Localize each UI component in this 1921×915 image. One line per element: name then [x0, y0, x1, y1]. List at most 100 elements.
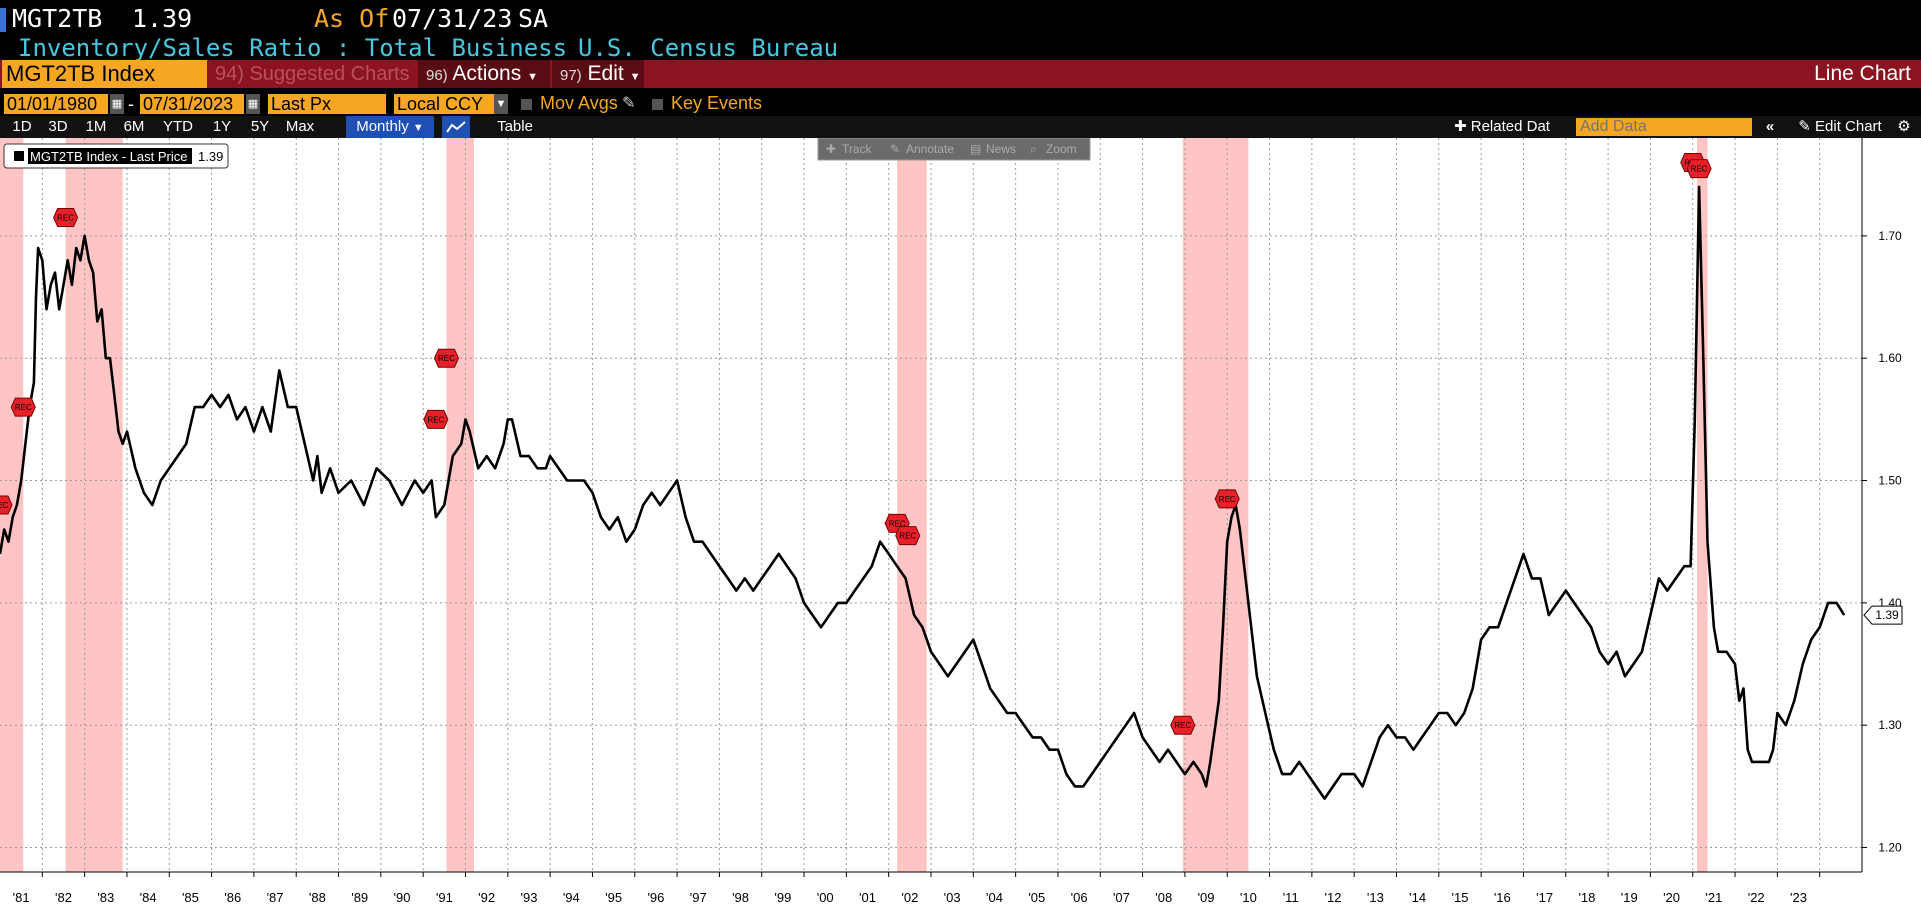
rec-marker-shape	[1686, 159, 1712, 179]
range-button-1d[interactable]: 1D	[12, 118, 32, 135]
x-tick-label: '04	[986, 890, 1003, 905]
x-tick-label: '12	[1325, 890, 1342, 905]
rec-event-marker: REC	[895, 526, 921, 546]
security-text: MGT2TB Index	[6, 61, 156, 86]
tool-annotate-icon: ✎	[890, 142, 900, 156]
x-tick-label: '85	[182, 890, 199, 905]
grid-lines	[0, 138, 1862, 872]
rec-marker-shape	[53, 208, 79, 228]
x-tick-label: '86	[224, 890, 241, 905]
frequency-text: Monthly	[356, 118, 409, 135]
range-button-ytd[interactable]: YTD	[163, 118, 193, 135]
x-tick-label: '05	[1028, 890, 1045, 905]
actions-number: 96)	[426, 67, 448, 84]
legend[interactable]: MGT2TB Index - Last Price 1.39	[3, 143, 229, 169]
x-tick-label: '11	[1283, 890, 1299, 905]
rec-marker-shape	[423, 409, 449, 429]
x-tick-label: '01	[859, 890, 876, 905]
last-value-tag: 1.39	[1863, 605, 1903, 625]
x-tick-label: '95	[605, 890, 622, 905]
start-date-field[interactable]: 01/01/1980	[4, 94, 108, 114]
y-tick-label: 1.30	[1878, 718, 1902, 732]
chart-type-label: Line Chart	[1814, 62, 1911, 85]
x-tick-label: '19	[1621, 890, 1638, 905]
y-tick-label: 1.20	[1878, 841, 1902, 855]
range-button-6m[interactable]: 6M	[123, 118, 145, 135]
currency-field[interactable]: Local CCY	[394, 94, 494, 114]
rec-event-marker: REC	[1686, 159, 1712, 179]
x-tick-label: '02	[901, 890, 918, 905]
x-tick-label: '96	[647, 890, 664, 905]
x-tick-label: '99	[774, 890, 791, 905]
rec-marker-label: REC	[0, 501, 9, 510]
x-tick-label: '81	[13, 890, 30, 905]
tool-news-label: News	[986, 142, 1016, 156]
last-value-box	[1863, 605, 1903, 625]
description-row: Inventory/Sales Ratio : Total Business U…	[0, 34, 1921, 62]
frequency-dropdown[interactable]: Monthly ▼	[346, 116, 434, 138]
line-chart[interactable]: '81 '82 '83 '84 '85 '86 '87 '88 '89 '90 '91 '92 '93 '…	[0, 138, 1921, 915]
rec-marker-label: REC	[889, 519, 906, 528]
rec-event-marker: REC	[0, 495, 13, 515]
security-field[interactable]: MGT2TB Index	[2, 60, 207, 88]
rec-marker-label: REC	[1174, 721, 1191, 730]
range-button-1m[interactable]: 1M	[85, 118, 107, 135]
rec-event-marker: REC	[1214, 489, 1240, 509]
edit-chart-pencil-icon: ✎	[1798, 118, 1811, 135]
line-chart-icon[interactable]	[442, 116, 470, 138]
y-tick-label: 1.70	[1878, 229, 1902, 243]
plus-icon: ✚	[1454, 118, 1467, 135]
chart-background	[0, 138, 1921, 915]
rec-marker-shape	[1170, 715, 1196, 735]
rec-marker-label: REC	[1219, 495, 1236, 504]
mov-avgs-checkbox[interactable]	[521, 99, 532, 110]
key-events-label: Key Events	[671, 93, 763, 113]
rec-event-marker: REC	[423, 409, 449, 429]
tool-news-icon: ▤	[970, 142, 981, 156]
collapse-icon[interactable]: «	[1765, 118, 1775, 135]
rec-marker-label: REC	[57, 214, 74, 223]
frequency-chevron-down-icon: ▼	[412, 122, 424, 134]
x-tick-label: '82	[55, 890, 72, 905]
adjustment-label: SA	[518, 4, 549, 33]
cursor-marker	[0, 8, 6, 32]
rec-marker-label: REC	[438, 354, 455, 363]
x-tick-label: '89	[351, 890, 368, 905]
date-separator: -	[128, 94, 134, 114]
recession-band	[446, 138, 474, 872]
x-tick-label: '13	[1367, 890, 1384, 905]
range-button-3d[interactable]: 3D	[48, 118, 68, 135]
rec-event-marker: REC	[53, 208, 79, 228]
y-tick-label: 1.60	[1878, 351, 1902, 365]
related-data-button[interactable]: ✚ Related Dat	[1454, 116, 1566, 138]
edit-chart-button[interactable]: ✎ Edit Chart	[1788, 116, 1892, 138]
x-tick-label: '17	[1536, 890, 1553, 905]
price-field[interactable]: Last Px	[268, 94, 386, 114]
x-tick-label: '08	[1155, 890, 1172, 905]
table-button[interactable]: Table	[480, 116, 550, 138]
tool-track-label: Track	[842, 142, 873, 156]
end-calendar-icon[interactable]: ▦	[246, 94, 260, 114]
key-events-checkbox[interactable]	[652, 99, 663, 110]
title-row: MGT2TB 1.39 As Of 07/31/23 SA	[0, 0, 1921, 34]
gear-icon[interactable]: ⚙	[1897, 118, 1911, 135]
start-calendar-icon[interactable]: ▦	[110, 94, 124, 114]
currency-chevron-down-icon[interactable]: ▼	[494, 94, 508, 114]
add-data-input[interactable]	[1576, 118, 1752, 136]
actions-menu[interactable]: 96) Actions ▼	[418, 60, 550, 88]
suggested-charts-button[interactable]: 94) Suggested Charts	[215, 60, 415, 88]
edit-menu[interactable]: 97) Edit ▼	[552, 60, 644, 88]
x-tick-label: '97	[690, 890, 707, 905]
range-button-1y[interactable]: 1Y	[212, 118, 232, 135]
range-button-max[interactable]: Max	[285, 118, 315, 135]
x-tick-label: '21	[1705, 890, 1722, 905]
legend-label-bg	[28, 148, 192, 164]
end-date-field[interactable]: 07/31/2023	[140, 94, 244, 114]
range-button-5y[interactable]: 5Y	[250, 118, 270, 135]
actions-label: Actions	[452, 62, 522, 85]
x-tick-label: '93	[521, 890, 538, 905]
pencil-icon[interactable]: ✎	[622, 95, 636, 112]
series-line	[0, 185, 1846, 800]
suggested-charts-label: 94) Suggested Charts	[215, 63, 410, 85]
table-text: Table	[497, 118, 533, 135]
